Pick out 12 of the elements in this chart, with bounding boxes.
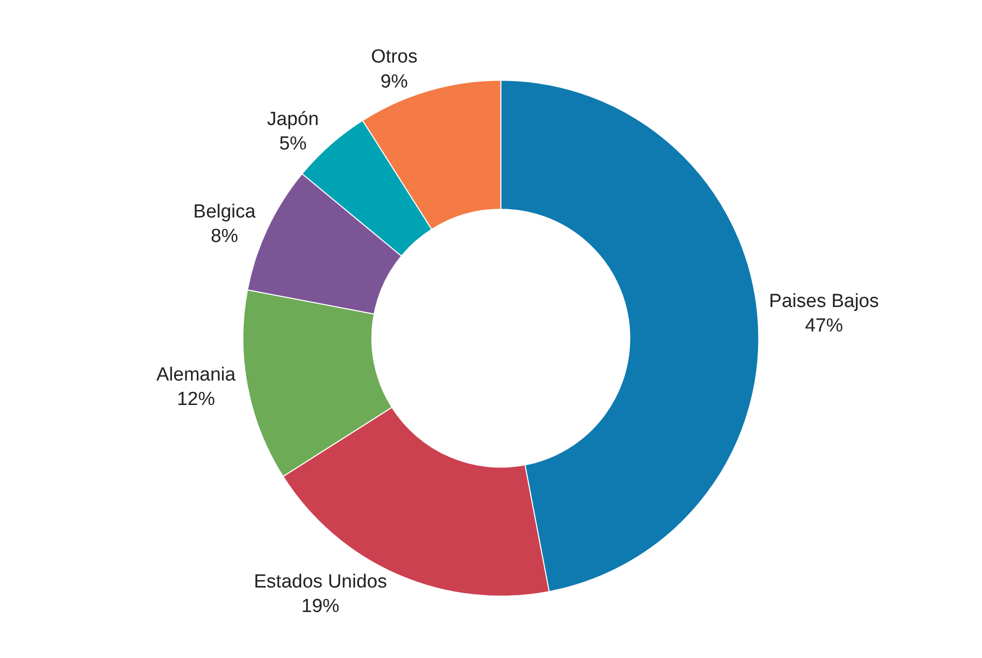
slice-label: Alemania — [156, 364, 236, 386]
data-label: 12% — [176, 389, 216, 410]
data-label: 8% — [210, 226, 238, 248]
slice-label: Estados Unidos — [254, 571, 387, 592]
data-label: 47% — [804, 316, 844, 337]
slice-label: Japón — [267, 109, 319, 130]
slice-label: Belgica — [193, 201, 256, 222]
data-label: 5% — [279, 134, 307, 155]
slice-label: Paises Bajos — [769, 290, 879, 312]
slice-label: Otros — [370, 46, 418, 68]
data-label: 9% — [380, 71, 408, 92]
data-label: 19% — [301, 596, 340, 618]
